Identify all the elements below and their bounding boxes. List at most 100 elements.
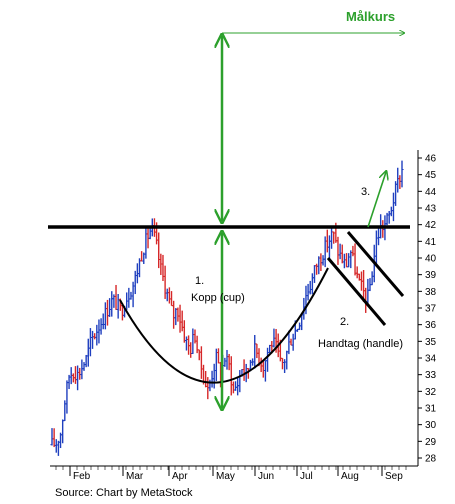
price-bar [163, 265, 167, 299]
price-bar [197, 349, 201, 361]
price-bar [289, 338, 293, 346]
y-tick-label: 34 [425, 354, 437, 365]
price-bar [61, 419, 65, 444]
y-tick-label: 45 [425, 170, 437, 181]
x-tick-label: Apr [172, 471, 188, 482]
price-bar [144, 227, 148, 259]
price-bar [167, 287, 171, 304]
price-bar [376, 227, 381, 246]
price-bar [336, 236, 340, 265]
price-bar [265, 347, 270, 372]
x-tick-label: Jun [258, 471, 274, 482]
price-bar [97, 319, 101, 344]
price-bar [165, 288, 169, 302]
price-bar [366, 278, 370, 304]
y-tick-label: 28 [425, 454, 437, 465]
price-bar [344, 253, 349, 268]
price-bar [381, 220, 385, 238]
price-bar [191, 328, 195, 355]
price-bar [52, 428, 56, 448]
price-bar [90, 330, 95, 349]
x-tick-label: Mar [126, 471, 144, 482]
y-tick-label: 30 [425, 420, 437, 431]
price-bar [80, 359, 84, 380]
price-bar [285, 350, 289, 370]
price-bar [65, 380, 69, 414]
price-bar [263, 360, 268, 382]
price-bar [374, 230, 378, 267]
handle-line-upper [346, 231, 405, 297]
price-bar [140, 251, 144, 262]
price-bar [391, 192, 396, 222]
price-bar [56, 440, 61, 456]
price-bar [133, 270, 137, 295]
y-tick-label: 31 [425, 404, 437, 415]
y-tick-label: 33 [425, 370, 437, 381]
price-bar [280, 357, 285, 370]
price-bar [393, 181, 398, 206]
price-bar [353, 243, 357, 276]
price-bar [319, 253, 323, 272]
price-bar [169, 291, 174, 307]
price-bar [186, 335, 191, 355]
price-bar [180, 310, 184, 332]
price-bar [312, 265, 317, 283]
price-bar [195, 335, 199, 354]
y-tick-label: 32 [425, 387, 437, 398]
price-bars [50, 160, 404, 456]
price-bar [340, 244, 344, 264]
price-bar [110, 291, 114, 317]
price-bar [233, 381, 238, 391]
price-bar [325, 229, 329, 253]
price-bar [387, 210, 391, 224]
price-bar [347, 253, 351, 268]
price-bar [351, 245, 355, 257]
price-bar [157, 232, 161, 269]
price-bar [78, 367, 82, 380]
x-tick-label: Sep [385, 471, 403, 482]
y-tick-label: 37 [425, 304, 437, 315]
x-axis: Feb Mar Apr May Jun Jul Aug Sep [55, 466, 407, 482]
price-bar [114, 284, 118, 310]
price-bar [283, 359, 287, 373]
price-bar [223, 357, 227, 367]
y-tick-label: 41 [425, 237, 437, 248]
price-bar [396, 167, 400, 193]
price-bar [317, 256, 321, 275]
y-tick-label: 40 [425, 254, 437, 265]
price-bar [50, 428, 54, 446]
breakout-arrow [367, 172, 386, 228]
price-bar [101, 313, 105, 330]
price-bar [321, 255, 325, 266]
x-tick-label: Jul [300, 471, 313, 482]
price-bar [127, 287, 131, 308]
price-bar [178, 304, 182, 333]
y-tick-label: 39 [425, 270, 437, 281]
price-bar [255, 343, 259, 359]
price-bar [315, 263, 319, 275]
price-bar [291, 333, 295, 351]
price-bar [227, 353, 231, 371]
price-bar [400, 160, 404, 188]
price-bar [242, 359, 246, 381]
price-bar [259, 357, 263, 373]
x-tick-label: Aug [341, 471, 359, 482]
handle-annotation-number: 2. [340, 316, 349, 328]
price-bar [189, 342, 193, 358]
y-tick-label: 35 [425, 337, 437, 348]
cup-annotation-text: Kopp (cup) [191, 292, 245, 304]
y-tick-label: 46 [425, 154, 437, 165]
price-bar [76, 365, 80, 391]
price-bar [105, 299, 110, 326]
price-bar [225, 349, 229, 370]
price-bar [208, 379, 212, 392]
price-bar [229, 356, 233, 396]
price-bar [103, 302, 107, 330]
cup-annotation-number: 1. [195, 275, 204, 287]
price-bar [308, 280, 312, 295]
price-bar [176, 307, 180, 322]
handle-line-lower [326, 257, 387, 326]
y-tick-label: 43 [425, 204, 437, 215]
price-bar [82, 362, 86, 371]
